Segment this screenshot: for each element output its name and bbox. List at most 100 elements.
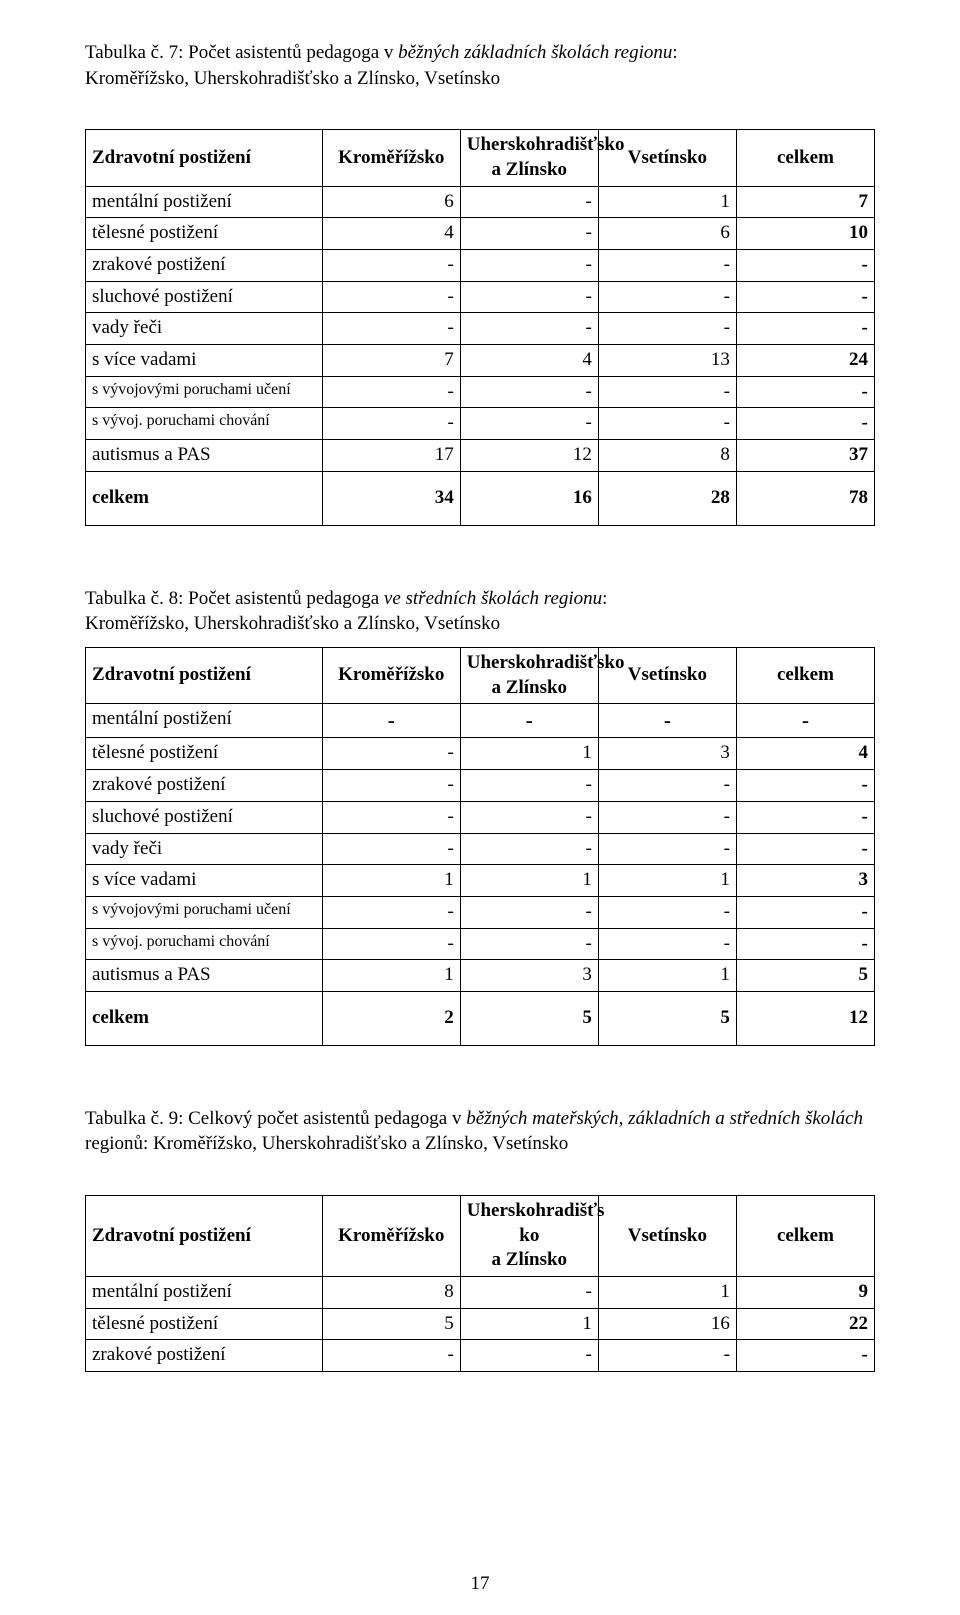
table-row: sluchové postižení - - - - <box>86 281 875 313</box>
row-label: vady řeči <box>86 833 323 865</box>
cell: - <box>322 896 460 928</box>
table9-h-km: Kroměřížsko <box>322 1195 460 1276</box>
row-label: vady řeči <box>86 313 323 345</box>
table7-h-uhz: Uherskohradišťskoa Zlínsko <box>460 130 598 186</box>
table9-h-ck: celkem <box>736 1195 874 1276</box>
cell: 3 <box>598 738 736 770</box>
cell: 8 <box>322 1277 460 1309</box>
cell: 4 <box>736 738 874 770</box>
cell: - <box>736 833 874 865</box>
row-label: s vývoj. poruchami chování <box>86 408 323 440</box>
cell: 1 <box>460 1308 598 1340</box>
cell: - <box>322 408 460 440</box>
cell: - <box>598 833 736 865</box>
cell: - <box>460 928 598 960</box>
cell: - <box>736 704 874 738</box>
cell: 6 <box>322 186 460 218</box>
cell: - <box>736 281 874 313</box>
cell: 12 <box>460 440 598 472</box>
cell: 1 <box>598 186 736 218</box>
cell: 78 <box>736 471 874 525</box>
cell: - <box>736 250 874 282</box>
table-row: s vývoj. poruchami chování - - - - <box>86 408 875 440</box>
table-row: mentální postižení 6 - 1 7 <box>86 186 875 218</box>
table8-caption: Tabulka č. 8: Počet asistentů pedagoga v… <box>85 586 875 637</box>
cell: - <box>322 250 460 282</box>
table-row: s více vadami 7 4 13 24 <box>86 345 875 377</box>
row-label: sluchové postižení <box>86 801 323 833</box>
table-row: tělesné postižení - 1 3 4 <box>86 738 875 770</box>
row-label: tělesné postižení <box>86 218 323 250</box>
table7-header-row: Zdravotní postižení Kroměřížsko Uherskoh… <box>86 130 875 186</box>
table7: Zdravotní postižení Kroměřížsko Uherskoh… <box>85 129 875 525</box>
cell: 1 <box>322 865 460 897</box>
cell: 12 <box>736 991 874 1045</box>
cell: - <box>460 313 598 345</box>
cell: 3 <box>460 960 598 992</box>
row-label: celkem <box>86 471 323 525</box>
cell: - <box>736 376 874 408</box>
cell: 1 <box>460 738 598 770</box>
cell: 28 <box>598 471 736 525</box>
row-label: mentální postižení <box>86 1277 323 1309</box>
row-label: s vývoj. poruchami chování <box>86 928 323 960</box>
row-label: mentální postižení <box>86 186 323 218</box>
cell: - <box>598 376 736 408</box>
table-row: mentální postižení - - - - <box>86 704 875 738</box>
row-label: s více vadami <box>86 865 323 897</box>
cell: - <box>460 250 598 282</box>
cell: 16 <box>598 1308 736 1340</box>
cell: 1 <box>598 1277 736 1309</box>
cell: - <box>460 218 598 250</box>
cell: - <box>598 250 736 282</box>
row-label: sluchové postižení <box>86 281 323 313</box>
cell: - <box>322 313 460 345</box>
table8-header-row: Zdravotní postižení Kroměřížsko Uherskoh… <box>86 647 875 703</box>
table7-h-ck: celkem <box>736 130 874 186</box>
table-row: sluchové postižení - - - - <box>86 801 875 833</box>
table-row: s vývoj. poruchami chování - - - - <box>86 928 875 960</box>
table-row: zrakové postižení - - - - <box>86 770 875 802</box>
cell: 5 <box>322 1308 460 1340</box>
cell: - <box>322 770 460 802</box>
cell: - <box>460 896 598 928</box>
row-label: zrakové postižení <box>86 770 323 802</box>
cell: - <box>460 801 598 833</box>
table7-h-zp: Zdravotní postižení <box>86 130 323 186</box>
table8-total-row: celkem 2 5 5 12 <box>86 991 875 1045</box>
table9-h-uhz: Uherskohradišťskoa Zlínsko <box>460 1195 598 1276</box>
cell: - <box>322 376 460 408</box>
cell: - <box>322 738 460 770</box>
cell: 24 <box>736 345 874 377</box>
table-row: tělesné postižení 5 1 16 22 <box>86 1308 875 1340</box>
table8: Zdravotní postižení Kroměřížsko Uherskoh… <box>85 647 875 1046</box>
row-label: autismus a PAS <box>86 960 323 992</box>
cell: 3 <box>736 865 874 897</box>
cell: - <box>598 313 736 345</box>
table9-h-vs: Vsetínsko <box>598 1195 736 1276</box>
cell: - <box>460 408 598 440</box>
cell: - <box>736 896 874 928</box>
page-number: 17 <box>0 1573 960 1595</box>
table-row: s vývojovými poruchami učení - - - - <box>86 376 875 408</box>
table8-h-uhz: Uherskohradišťskoa Zlínsko <box>460 647 598 703</box>
cell: - <box>736 770 874 802</box>
cell: - <box>736 928 874 960</box>
cell: - <box>736 1340 874 1372</box>
cell: - <box>322 1340 460 1372</box>
table9-caption: Tabulka č. 9: Celkový počet asistentů pe… <box>85 1106 875 1157</box>
cell: 5 <box>598 991 736 1045</box>
cell: 13 <box>598 345 736 377</box>
cell: - <box>598 281 736 313</box>
cell: 9 <box>736 1277 874 1309</box>
page: Tabulka č. 7: Počet asistentů pedagoga v… <box>0 0 960 1615</box>
table-row: tělesné postižení 4 - 6 10 <box>86 218 875 250</box>
table9-header-row: Zdravotní postižení Kroměřížsko Uherskoh… <box>86 1195 875 1276</box>
table-row: s více vadami 1 1 1 3 <box>86 865 875 897</box>
cell: 7 <box>322 345 460 377</box>
cell: 8 <box>598 440 736 472</box>
cell: - <box>322 928 460 960</box>
cell: - <box>598 801 736 833</box>
cell: 1 <box>322 960 460 992</box>
cell: - <box>322 281 460 313</box>
